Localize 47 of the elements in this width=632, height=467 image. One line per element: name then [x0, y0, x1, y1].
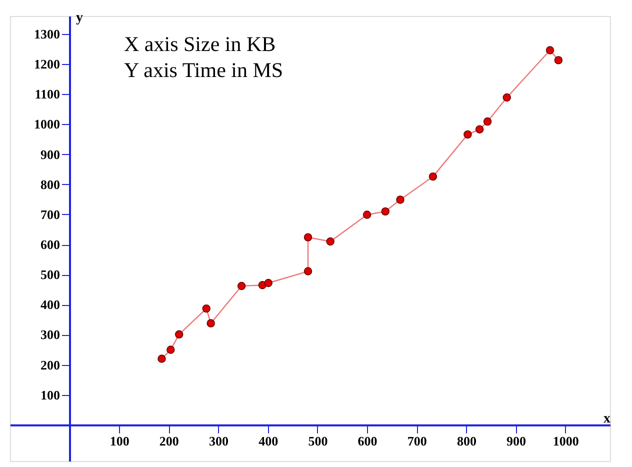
- point: [304, 267, 312, 276]
- y-tick-label: 800: [40, 176, 60, 192]
- point: [502, 93, 511, 102]
- x-tick-label: 1000: [552, 433, 579, 448]
- point: [237, 282, 246, 290]
- point: [546, 46, 554, 54]
- y-tick-label: 1000: [34, 116, 60, 132]
- y-tick-label: 400: [40, 297, 60, 312]
- y-tick-label: 100: [40, 387, 60, 402]
- point: [483, 117, 492, 126]
- point: [264, 278, 272, 288]
- x-tick-label: 400: [258, 433, 278, 448]
- x-tick-label: 600: [358, 433, 378, 448]
- point: [362, 210, 372, 219]
- point: [202, 304, 210, 313]
- point: [158, 354, 166, 363]
- x-tick-label: 200: [159, 433, 179, 448]
- point: [326, 237, 334, 246]
- annotation: X axis Size in KB: [124, 32, 276, 56]
- x-tick-label: 100: [110, 433, 130, 448]
- point: [174, 330, 184, 339]
- point: [464, 130, 472, 139]
- y-tick-label: 1200: [34, 56, 60, 72]
- point: [554, 56, 563, 64]
- x-tick-label: 700: [407, 433, 427, 448]
- y-tick-label: 500: [40, 267, 60, 282]
- point: [206, 319, 215, 328]
- y-tick-label: 300: [40, 327, 60, 342]
- x-axis-title: x: [604, 411, 610, 426]
- x-tick-label: 300: [209, 433, 229, 448]
- y-tick-label: 700: [40, 206, 60, 222]
- point: [381, 207, 390, 216]
- point: [166, 346, 175, 354]
- y-axis-title: y: [76, 10, 84, 26]
- x-tick-label: 500: [308, 433, 328, 448]
- y-tick-label: 1100: [34, 86, 60, 102]
- x-tick-label: 900: [506, 433, 526, 448]
- point: [475, 125, 484, 134]
- y-tick-label: 900: [40, 146, 60, 162]
- point: [304, 233, 312, 242]
- point: [428, 172, 438, 181]
- y-tick-label: 1300: [34, 26, 60, 42]
- y-tick-label: 600: [40, 237, 60, 252]
- point: [396, 196, 404, 204]
- y-tick-label: 200: [40, 357, 60, 372]
- annotation: Y axis Time in MS: [124, 58, 284, 82]
- x-tick-label: 800: [456, 433, 476, 448]
